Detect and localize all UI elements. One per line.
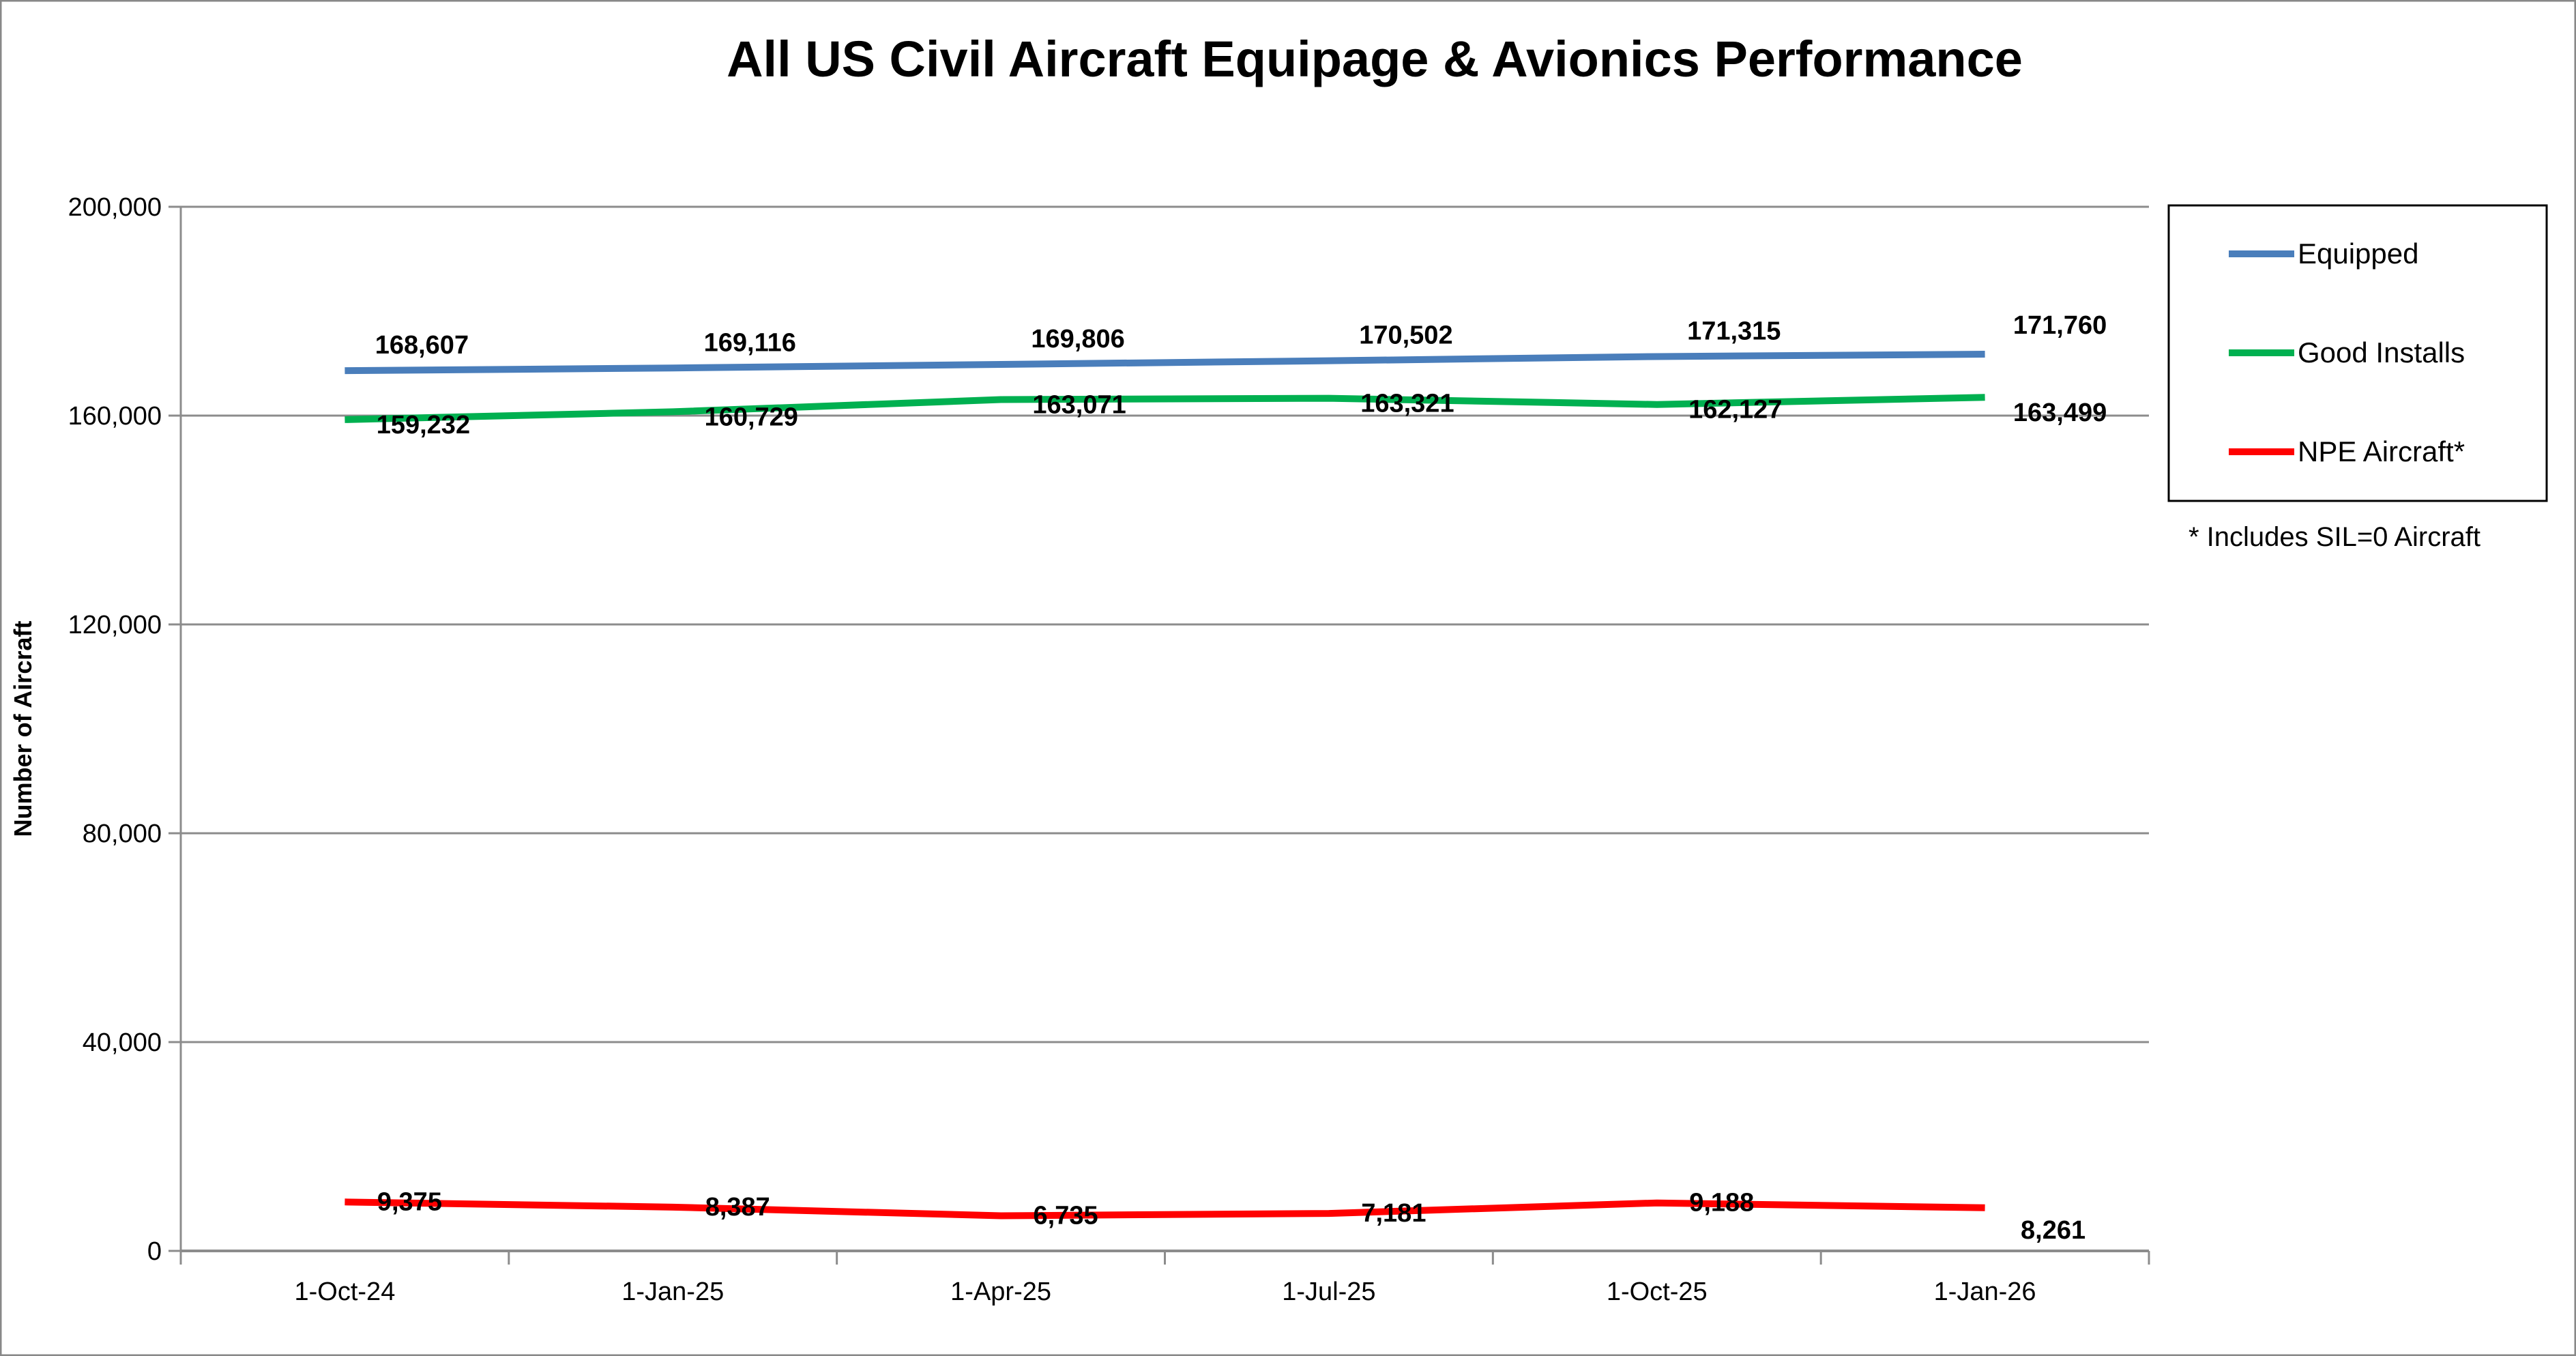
data-label: 8,261 [2021, 1216, 2085, 1245]
series-line-equipped [345, 351, 1985, 375]
legend-label: NPE Aircraft* [2298, 435, 2465, 467]
data-label: 169,806 [1031, 325, 1124, 354]
legend-label: Good Installs [2298, 336, 2465, 369]
footnote: * Includes SIL=0 Aircraft [2189, 522, 2480, 552]
data-label: 163,071 [1032, 391, 1126, 420]
data-label: 6,735 [1034, 1201, 1098, 1230]
data-label: 163,499 [2013, 399, 2107, 427]
axes: 0 40,000 80,000 120,000 160,000 200,000 1-Oct-… [68, 193, 2150, 1306]
data-label: 171,760 [2013, 311, 2107, 340]
x-tick-label: 1-Jan-26 [1934, 1278, 2036, 1306]
data-label: 159,232 [377, 411, 470, 439]
x-tick-label: 1-Oct-24 [295, 1278, 396, 1306]
data-label: 9,375 [377, 1187, 442, 1216]
chart-title: All US Civil Aircraft Equipage & Avionic… [727, 31, 2023, 87]
x-tick-label: 1-Oct-25 [1607, 1278, 1708, 1306]
data-label: 169,116 [704, 328, 796, 357]
data-labels: 168,607 169,116 169,806 170,502 171,315 171,7… [375, 311, 2107, 1245]
y-tick-label: 80,000 [83, 820, 162, 848]
y-tick-label: 0 [147, 1237, 162, 1266]
y-axis-label: Number of Aircraft [9, 621, 37, 837]
data-label: 8,387 [705, 1193, 770, 1222]
series-line-good-installs [345, 394, 1985, 423]
x-tick-label: 1-Jul-25 [1282, 1278, 1375, 1306]
y-tick-label: 120,000 [68, 611, 162, 639]
y-tick-label: 160,000 [68, 402, 162, 431]
data-label: 162,127 [1688, 396, 1782, 424]
data-label: 170,502 [1359, 321, 1452, 350]
data-label: 7,181 [1361, 1199, 1426, 1228]
series-line-npe-aircraft- [345, 1198, 1985, 1220]
data-label: 9,188 [1689, 1189, 1754, 1217]
legend: Equipped Good Installs NPE Aircraft* [2167, 204, 2548, 502]
series-lines [345, 351, 1985, 1220]
data-label: 168,607 [375, 331, 469, 360]
x-tick-label: 1-Apr-25 [950, 1278, 1051, 1306]
data-label: 160,729 [705, 403, 798, 431]
y-tick-label: 200,000 [68, 193, 162, 222]
data-label: 171,315 [1687, 317, 1781, 345]
x-tick-label: 1-Jan-25 [621, 1278, 724, 1306]
y-tick-label: 40,000 [83, 1028, 162, 1057]
data-label: 163,321 [1360, 390, 1454, 418]
legend-label: Equipped [2298, 237, 2419, 270]
